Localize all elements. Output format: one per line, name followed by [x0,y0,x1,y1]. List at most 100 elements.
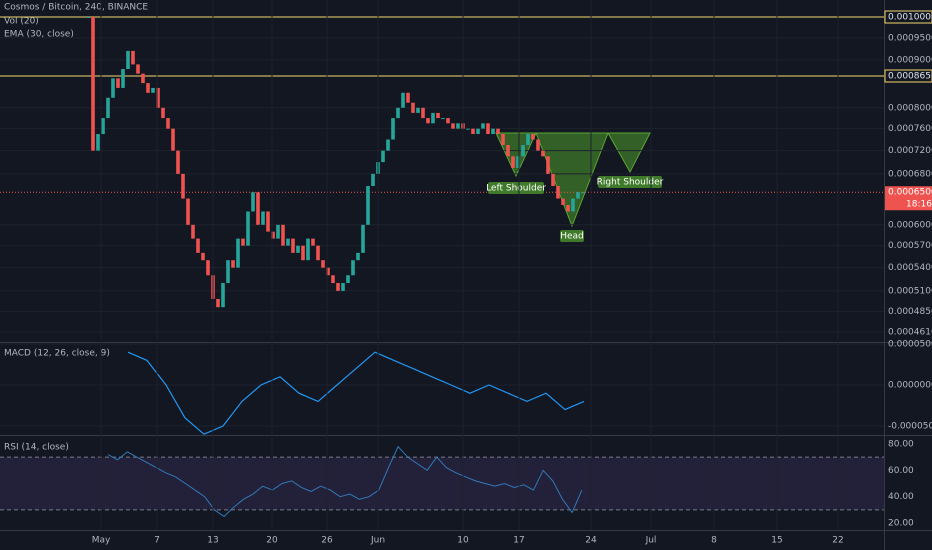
candle [411,102,415,113]
rsi-line [107,445,583,518]
candle [406,92,410,103]
candle [501,134,505,146]
candle [151,87,155,93]
ema-legend: EMA (30, close) [4,30,74,40]
rsi-tick-label: 40.00 [888,492,914,502]
candle [506,145,510,157]
candle [396,107,400,119]
candle [141,73,145,84]
time-tick-label: 13 [207,536,218,546]
candle [316,245,320,261]
candle [236,238,240,268]
rsi-tick-label: 80.00 [888,440,914,450]
annotation-label: Right Shoulder [597,178,664,188]
time-tick-label: 15 [771,536,782,546]
candle [91,17,95,151]
candle [416,107,420,113]
candle [486,123,490,135]
pattern-right-shoulder [607,132,651,174]
candle [456,123,460,129]
candle [351,260,355,276]
candle [261,211,265,225]
price-tick-label: 0.0005400 [888,263,932,273]
price-tick-label: 0.0009500 [888,33,932,43]
candle [346,275,350,284]
price-tick-label: 0.0007200 [888,146,932,156]
candle [231,260,235,268]
candle [446,118,450,124]
candle [556,186,560,199]
price-tick-label: 0.0006000 [888,220,932,230]
macd-tick-label: -0.0000500 [888,422,932,432]
annotation-tag [488,182,544,194]
candle [491,128,495,135]
candle [561,198,565,205]
time-tick-label: May [92,536,111,546]
candle [421,107,425,119]
price-tick-label: 0.0006800 [888,169,932,179]
candle [281,224,285,246]
time-tick-label: Jun [370,536,385,546]
time-tick-label: 24 [585,536,597,546]
macd-title: MACD (12, 26, close, 9) [4,349,110,359]
rsi-title: RSI (14, close) [4,443,69,453]
candle [366,186,370,225]
candle [301,245,305,261]
rsi-band [0,457,884,510]
price-tick-label: 0.0008000 [888,103,932,113]
price-tick-label: 0.0005100 [888,286,932,296]
candle [471,128,475,135]
candle [321,260,325,268]
level-label: 0.0010000 [888,13,932,23]
candle [106,97,110,119]
candle [466,128,470,130]
price-tick-label: 0.0004850 [888,307,932,317]
candle [566,204,570,212]
candle [536,139,540,151]
candle [481,123,485,129]
candle [116,78,120,88]
candle [291,238,295,253]
annotation-tag [560,230,584,242]
candle [201,252,205,261]
candle [431,112,435,124]
candle [266,211,270,232]
candle [576,192,580,199]
candle [356,252,360,261]
candle [496,128,500,135]
candle [186,198,190,225]
price-tick-label: 0.0007600 [888,124,932,134]
price-tick-label: 0.0005700 [888,241,932,251]
candle [176,150,180,174]
candle [441,118,445,120]
annotation-label: Head [560,232,584,242]
candle [241,238,245,246]
price-tick-label: 0.0004610 [888,328,932,338]
candle [476,128,480,135]
macd-tick-label: 0.0000000 [888,381,932,391]
time-tick-label: 10 [457,536,469,546]
candle [581,192,585,194]
candle [306,238,310,261]
last-price-tag [885,186,932,211]
price-tick-label: 0.0009000 [888,55,932,65]
level-label: 0.0008650 [888,71,932,81]
time-tick-label: 26 [321,536,333,546]
candle [521,145,525,157]
time-tick-label: 8 [711,536,717,546]
candle [96,134,100,151]
candle [541,150,545,157]
pattern-left-shoulder [495,132,537,178]
candle [426,118,430,124]
macd-line [127,351,585,435]
level-tag [884,69,932,83]
candle [101,118,105,135]
candle [161,107,165,119]
candle [371,173,375,187]
time-tick-label: 7 [154,536,160,546]
candle [276,224,280,239]
candle [131,50,135,65]
time-tick-label: 17 [513,536,524,546]
candle [256,192,260,225]
countdown-label: 18:16 [906,200,932,210]
